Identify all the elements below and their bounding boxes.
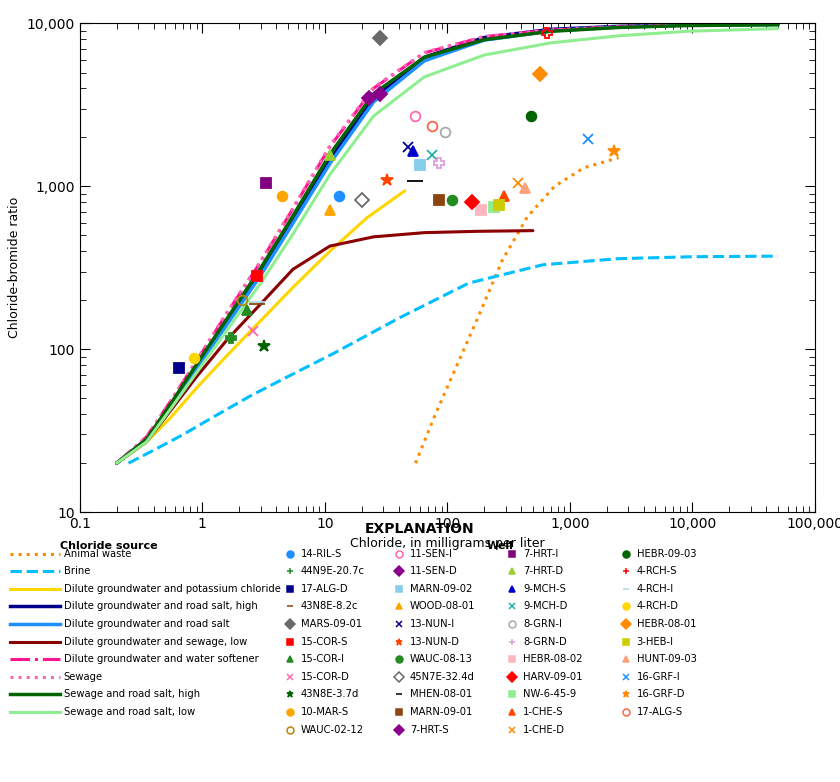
Text: NW-6-45-9: NW-6-45-9 (523, 690, 576, 699)
Text: MHEN-08-01: MHEN-08-01 (410, 690, 472, 699)
Text: 13-NUN-I: 13-NUN-I (410, 619, 455, 629)
Text: Dilute groundwater and water softener: Dilute groundwater and water softener (64, 655, 259, 664)
Text: Chloride source: Chloride source (60, 541, 158, 551)
Text: 1-CHE-D: 1-CHE-D (523, 725, 565, 734)
Text: HUNT-09-03: HUNT-09-03 (637, 655, 696, 664)
Text: Sewage: Sewage (64, 672, 103, 682)
Text: 43N8E-8.2c: 43N8E-8.2c (301, 601, 358, 612)
Text: 9-MCH-D: 9-MCH-D (523, 601, 568, 612)
Text: Dilute groundwater and road salt: Dilute groundwater and road salt (64, 619, 229, 629)
Text: 8-GRN-I: 8-GRN-I (523, 619, 562, 629)
Text: HEBR-08-02: HEBR-08-02 (523, 655, 583, 664)
Text: 3-HEB-I: 3-HEB-I (637, 637, 674, 647)
Text: Brine: Brine (64, 566, 90, 576)
Text: HARV-09-01: HARV-09-01 (523, 672, 583, 682)
Text: HEBR-09-03: HEBR-09-03 (637, 549, 696, 558)
Text: 13-NUN-D: 13-NUN-D (410, 637, 460, 647)
Text: HEBR-08-01: HEBR-08-01 (637, 619, 696, 629)
Text: 14-RIL-S: 14-RIL-S (301, 549, 342, 558)
Text: 9-MCH-S: 9-MCH-S (523, 584, 566, 594)
Text: 45N7E-32.4d: 45N7E-32.4d (410, 672, 475, 682)
Text: 15-COR-I: 15-COR-I (301, 655, 344, 664)
Text: WOOD-08-01: WOOD-08-01 (410, 601, 475, 612)
Text: Well: Well (486, 541, 513, 551)
Text: WAUC-08-13: WAUC-08-13 (410, 655, 473, 664)
Text: 8-GRN-D: 8-GRN-D (523, 637, 567, 647)
Text: Dilute groundwater and sewage, low: Dilute groundwater and sewage, low (64, 637, 247, 647)
Text: Sewage and road salt, high: Sewage and road salt, high (64, 690, 200, 699)
Text: 1-CHE-S: 1-CHE-S (523, 707, 564, 717)
Text: MARS-09-01: MARS-09-01 (301, 619, 362, 629)
Y-axis label: Chloride-bromide ratio: Chloride-bromide ratio (8, 197, 21, 339)
Text: Animal waste: Animal waste (64, 549, 131, 558)
Text: 7-HRT-S: 7-HRT-S (410, 725, 449, 734)
Text: 4-RCH-D: 4-RCH-D (637, 601, 679, 612)
Text: 17-ALG-S: 17-ALG-S (637, 707, 683, 717)
Text: 7-HRT-D: 7-HRT-D (523, 566, 564, 576)
Text: Dilute groundwater and potassium chloride: Dilute groundwater and potassium chlorid… (64, 584, 281, 594)
Text: 16-GRF-D: 16-GRF-D (637, 690, 685, 699)
Text: 16-GRF-I: 16-GRF-I (637, 672, 680, 682)
Text: MARN-09-01: MARN-09-01 (410, 707, 472, 717)
X-axis label: Chloride, in milligrams per liter: Chloride, in milligrams per liter (350, 536, 544, 550)
Text: Sewage and road salt, low: Sewage and road salt, low (64, 707, 195, 717)
Text: EXPLANATION: EXPLANATION (365, 522, 475, 536)
Text: MARN-09-02: MARN-09-02 (410, 584, 472, 594)
Text: Dilute groundwater and road salt, high: Dilute groundwater and road salt, high (64, 601, 258, 612)
Text: 17-ALG-D: 17-ALG-D (301, 584, 349, 594)
Text: 7-HRT-I: 7-HRT-I (523, 549, 559, 558)
Text: 43N8E-3.7d: 43N8E-3.7d (301, 690, 359, 699)
Text: 15-COR-D: 15-COR-D (301, 672, 349, 682)
Text: WAUC-02-12: WAUC-02-12 (301, 725, 364, 734)
Text: 15-COR-S: 15-COR-S (301, 637, 348, 647)
Text: 11-SEN-I: 11-SEN-I (410, 549, 453, 558)
Text: 44N9E-20.7c: 44N9E-20.7c (301, 566, 365, 576)
Text: 4-RCH-I: 4-RCH-I (637, 584, 674, 594)
Text: 11-SEN-D: 11-SEN-D (410, 566, 458, 576)
Text: 10-MAR-S: 10-MAR-S (301, 707, 349, 717)
Text: 4-RCH-S: 4-RCH-S (637, 566, 677, 576)
